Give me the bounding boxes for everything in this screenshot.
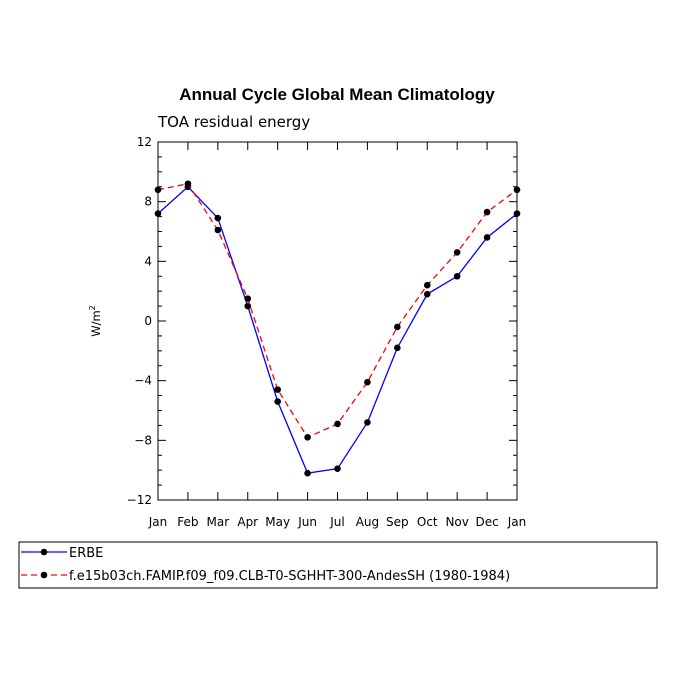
data-point-series-0: [423, 290, 431, 298]
data-point-series-0: [334, 465, 341, 472]
data-point-series-1: [453, 249, 461, 256]
legend-marker-0: [40, 548, 48, 556]
y-axis-label: W/m2: [88, 305, 103, 337]
series-layer: [154, 180, 521, 477]
data-point-series-1: [423, 281, 431, 289]
legend-marker-1: [40, 571, 48, 579]
data-point-series-1: [154, 186, 162, 194]
chart-subtitle: TOA residual energy: [157, 113, 310, 131]
axis-ticks: 12 8 4 0 −4 −8 −12 Jan Feb Mar Apr May Jun Jul Aug Sep O…: [127, 135, 527, 529]
data-point-series-0: [513, 210, 521, 217]
x-tick-label: Jul: [329, 515, 344, 529]
x-tick-label: Jan: [507, 515, 527, 529]
data-point-series-1: [304, 434, 311, 441]
data-point-series-0: [154, 210, 162, 217]
y-axis-label-superscript: 2: [88, 305, 97, 310]
legend-label-0: ERBE: [69, 546, 103, 561]
y-tick-label: −4: [134, 374, 152, 388]
data-point-series-0: [394, 344, 401, 352]
y-tick-label: 4: [144, 254, 152, 268]
x-tick-label: Jan: [148, 515, 168, 529]
y-tick-label: −12: [127, 493, 152, 507]
x-tick-label: Oct: [417, 515, 438, 529]
x-tick-label: Nov: [445, 515, 468, 529]
x-tick-label: Feb: [177, 515, 198, 529]
x-tick-label: Mar: [207, 515, 230, 529]
data-point-series-1: [184, 180, 192, 188]
data-point-series-1: [364, 378, 371, 386]
x-tick-label: Sep: [386, 515, 409, 529]
y-tick-label: −8: [134, 433, 152, 447]
y-tick-label: 0: [144, 314, 152, 328]
x-tick-label: May: [265, 515, 290, 529]
legend-box: [18, 541, 658, 589]
data-point-series-0: [483, 234, 491, 241]
data-point-series-1: [244, 295, 252, 302]
data-point-series-0: [364, 419, 371, 426]
series-line-1: [157, 183, 518, 439]
data-point-series-0: [304, 469, 311, 477]
data-point-series-0: [274, 398, 281, 405]
data-point-series-1: [274, 386, 281, 393]
legend-label-1: f.e15b03ch.FAMIP.f09_f09.CLB-T0-SGHHT-30…: [69, 569, 510, 584]
y-tick-label: 12: [137, 135, 152, 149]
y-tick-label: 8: [144, 195, 152, 209]
data-point-series-1: [394, 323, 401, 331]
series-line-0: [157, 185, 518, 474]
chart-title: Annual Cycle Global Mean Climatology: [179, 85, 495, 104]
data-point-series-1: [513, 186, 521, 194]
data-point-series-1: [214, 226, 222, 234]
svg-text:W/m2: W/m2: [88, 305, 103, 337]
data-point-series-0: [214, 214, 222, 222]
x-tick-label: Aug: [356, 515, 379, 529]
legend: ERBE f.e15b03ch.FAMIP.f09_f09.CLB-T0-SGHH…: [21, 546, 510, 584]
plot-frame: [157, 141, 518, 501]
data-point-series-1: [483, 208, 491, 216]
data-point-series-0: [244, 302, 252, 310]
x-tick-label: Apr: [237, 515, 258, 529]
x-tick-label: Jun: [297, 515, 317, 529]
data-point-series-0: [453, 272, 461, 280]
data-point-series-1: [334, 420, 341, 428]
y-axis-label-text: W/m: [89, 310, 103, 336]
x-tick-label: Dec: [475, 515, 498, 529]
